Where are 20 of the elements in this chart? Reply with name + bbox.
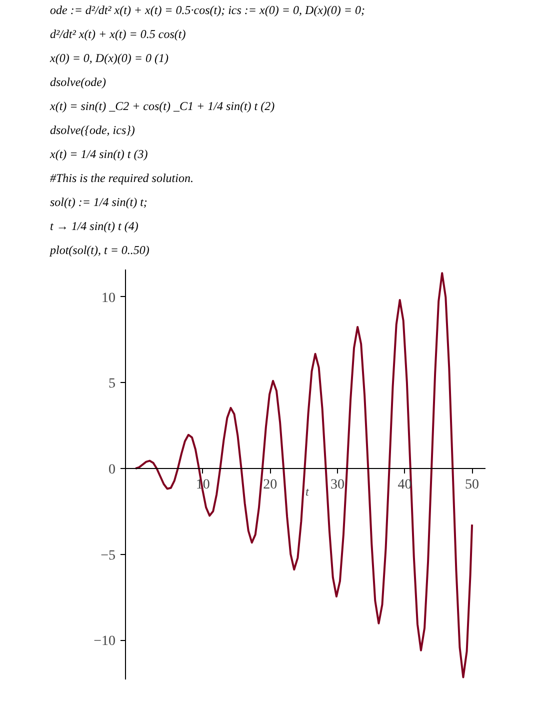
y-tick-label: 10 xyxy=(102,290,116,306)
text: x(t) = 1/4 sin(t) t (3) xyxy=(50,146,148,163)
text: dsolve({ode, ics}) xyxy=(50,122,135,139)
y-tick-label: −5 xyxy=(100,548,116,564)
x-tick-label: 20 xyxy=(263,477,278,492)
text: plot(sol(t), t = 0..50) xyxy=(50,242,150,259)
y-tick-label: 5 xyxy=(108,376,116,392)
text: d²/dt² x(t) + x(t) = 0.5 cos(t) xyxy=(50,26,186,43)
text: sol(t) := 1/4 sin(t) t; xyxy=(50,194,148,211)
y-tick-label: 0 xyxy=(108,462,116,478)
x-tick-label: 50 xyxy=(465,477,480,492)
x-tick-label: 30 xyxy=(330,477,344,492)
text: x(t) = sin(t) _C2 + cos(t) _C1 + 1/4 sin(t) t (2) xyxy=(50,98,275,115)
text: x(0) = 0, D(x)(0) = 0 (1) xyxy=(50,50,168,67)
x-axis-title: t xyxy=(306,484,310,498)
text: t → 1/4 sin(t) t (4) xyxy=(50,218,138,235)
text: ode := d²/dt² x(t) + x(t) = 0.5·cos(t); ics := x(0) = 0, D(x)(0) = 0; xyxy=(50,2,366,19)
text: dsolve(ode) xyxy=(50,74,106,91)
y-tick-label: −10 xyxy=(94,634,116,650)
text: #This is the required solution. xyxy=(50,170,194,187)
